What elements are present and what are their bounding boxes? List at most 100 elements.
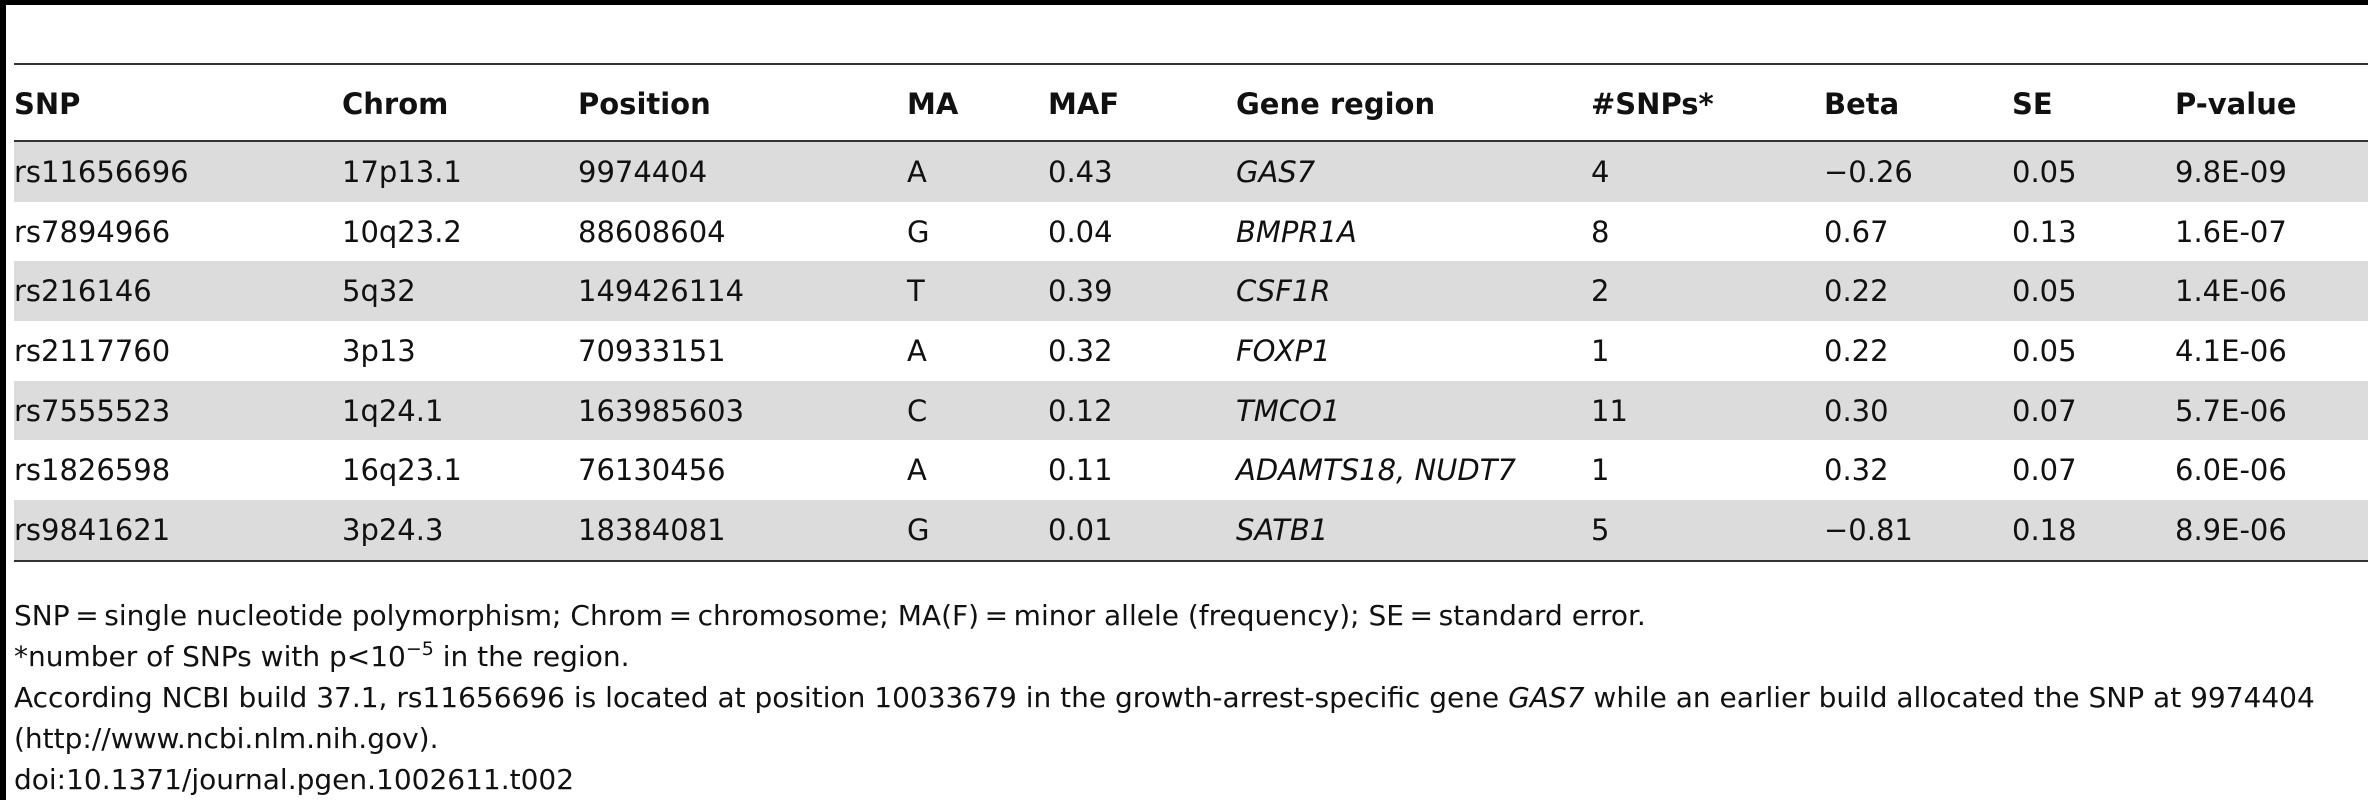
left-border bbox=[0, 0, 6, 800]
cell-beta: 0.22 bbox=[1824, 333, 1889, 368]
cell-maf: 0.04 bbox=[1048, 214, 1113, 249]
footnote-nsnps: *number of SNPs with p<10−5 in the regio… bbox=[14, 636, 2364, 677]
cell-position: 76130456 bbox=[578, 453, 726, 488]
footnote-ncbi: According NCBI build 37.1, rs11656696 is… bbox=[14, 677, 2364, 759]
cell-position: 149426114 bbox=[578, 261, 907, 322]
table-row: rs2117760 3p13 70933151 A 0.32 FOXP1 1 0… bbox=[14, 321, 2368, 381]
cell-beta: 0.32 bbox=[1824, 453, 1889, 488]
cell-maf: 0.12 bbox=[1048, 380, 1236, 441]
cell-se: 0.07 bbox=[2012, 380, 2175, 441]
col-header-maf: MAF bbox=[1048, 68, 1236, 142]
cell-nsnps: 8 bbox=[1591, 214, 1610, 249]
table-row: rs9841621 3p24.3 18384081 G 0.01 SATB1 5… bbox=[14, 500, 2368, 562]
cell-position: 70933151 bbox=[578, 333, 726, 368]
cell-nsnps: 5 bbox=[1591, 500, 1824, 562]
cell-chrom: 5q32 bbox=[342, 261, 578, 322]
table-row: rs216146 5q32 149426114 T 0.39 CSF1R 2 0… bbox=[14, 261, 2368, 322]
top-rule bbox=[0, 0, 2368, 5]
cell-snp: rs11656696 bbox=[14, 141, 342, 202]
col-header-nsnps: #SNPs* bbox=[1591, 68, 1824, 142]
cell-position: 9974404 bbox=[578, 141, 907, 202]
col-header-snp: SNP bbox=[14, 68, 342, 142]
cell-gene-region: GAS7 bbox=[1236, 141, 1591, 202]
table-row: rs7555523 1q24.1 163985603 C 0.12 TMCO1 … bbox=[14, 380, 2368, 441]
cell-se: 0.05 bbox=[2012, 261, 2175, 322]
cell-gene-region: TMCO1 bbox=[1236, 380, 1591, 441]
cell-p-value: 1.4E-06 bbox=[2175, 261, 2368, 322]
col-header-p-value: P-value bbox=[2175, 68, 2368, 142]
cell-position: 18384081 bbox=[578, 500, 907, 562]
cell-se: 0.07 bbox=[2012, 453, 2077, 488]
doi-link[interactable]: doi:10.1371/journal.pgen.1002611.t002 bbox=[14, 763, 575, 796]
cell-gene-region: ADAMTS18, NUDT7 bbox=[1236, 453, 1516, 488]
footnote-abbreviations: SNP = single nucleotide polymorphism; Ch… bbox=[14, 599, 1646, 632]
cell-chrom: 1q24.1 bbox=[342, 380, 578, 441]
col-header-beta: Beta bbox=[1824, 68, 2012, 142]
cell-snp: rs2117760 bbox=[14, 333, 171, 368]
cell-snp: rs1826598 bbox=[14, 453, 171, 488]
cell-se: 0.13 bbox=[2012, 214, 2077, 249]
footnote-ncbi-gene: GAS7 bbox=[1508, 681, 1585, 714]
cell-position: 88608604 bbox=[578, 214, 726, 249]
cell-position: 163985603 bbox=[578, 380, 907, 441]
cell-chrom: 3p13 bbox=[342, 333, 416, 368]
cell-ma: A bbox=[907, 453, 927, 488]
cell-ma: C bbox=[907, 380, 1048, 441]
cell-gene-region: CSF1R bbox=[1236, 261, 1591, 322]
footnote-ncbi-text: According NCBI build 37.1, rs11656696 is… bbox=[14, 681, 1509, 714]
cell-se: 0.05 bbox=[2012, 141, 2175, 202]
cell-se: 0.18 bbox=[2012, 500, 2175, 562]
cell-beta: 0.30 bbox=[1824, 380, 2012, 441]
footnote-ncbi-tail: while an earlier build allocated the SNP… bbox=[14, 681, 2315, 755]
cell-maf: 0.01 bbox=[1048, 500, 1236, 562]
cell-maf: 0.11 bbox=[1048, 453, 1113, 488]
cell-snp: rs216146 bbox=[14, 261, 342, 322]
cell-chrom: 16q23.1 bbox=[342, 453, 462, 488]
cell-nsnps: 1 bbox=[1591, 333, 1610, 368]
footnote-nsnps-text: *number of SNPs with p<10 bbox=[14, 640, 406, 673]
cell-p-value: 4.1E-06 bbox=[2175, 333, 2287, 368]
cell-p-value: 5.7E-06 bbox=[2175, 380, 2368, 441]
cell-ma: G bbox=[907, 500, 1048, 562]
cell-nsnps: 2 bbox=[1591, 261, 1824, 322]
cell-p-value: 6.0E-06 bbox=[2175, 453, 2287, 488]
snp-association-table: SNP Chrom Position MA MAF Gene region #S… bbox=[14, 68, 2368, 562]
cell-beta: 0.67 bbox=[1824, 214, 1889, 249]
cell-maf: 0.32 bbox=[1048, 333, 1113, 368]
cell-beta: 0.22 bbox=[1824, 261, 2012, 322]
cell-snp: rs9841621 bbox=[14, 500, 342, 562]
table-row: rs1826598 16q23.1 76130456 A 0.11 ADAMTS… bbox=[14, 440, 2368, 500]
table-footnotes: SNP = single nucleotide polymorphism; Ch… bbox=[14, 595, 2364, 800]
footnote-nsnps-tail: in the region. bbox=[433, 640, 630, 673]
col-header-se: SE bbox=[2012, 68, 2175, 142]
cell-p-value: 9.8E-09 bbox=[2175, 141, 2368, 202]
cell-gene-region: BMPR1A bbox=[1236, 214, 1357, 249]
col-header-ma: MA bbox=[907, 68, 1048, 142]
cell-chrom: 10q23.2 bbox=[342, 214, 462, 249]
footnote-nsnps-exponent: −5 bbox=[405, 638, 434, 660]
cell-se: 0.05 bbox=[2012, 333, 2077, 368]
cell-chrom: 3p24.3 bbox=[342, 500, 578, 562]
col-header-position: Position bbox=[578, 68, 907, 142]
table-row: rs11656696 17p13.1 9974404 A 0.43 GAS7 4… bbox=[14, 141, 2368, 202]
col-header-chrom: Chrom bbox=[342, 68, 578, 142]
cell-ma: T bbox=[907, 261, 1048, 322]
cell-gene-region: FOXP1 bbox=[1236, 333, 1331, 368]
cell-gene-region: SATB1 bbox=[1236, 500, 1591, 562]
cell-snp: rs7894966 bbox=[14, 214, 171, 249]
cell-nsnps: 4 bbox=[1591, 141, 1824, 202]
cell-maf: 0.43 bbox=[1048, 141, 1236, 202]
cell-chrom: 17p13.1 bbox=[342, 141, 578, 202]
table-row: rs7894966 10q23.2 88608604 G 0.04 BMPR1A… bbox=[14, 202, 2368, 262]
cell-snp: rs7555523 bbox=[14, 380, 342, 441]
col-header-gene-region: Gene region bbox=[1236, 68, 1591, 142]
cell-ma: A bbox=[907, 333, 927, 368]
table-top-rule bbox=[14, 63, 2368, 65]
cell-p-value: 8.9E-06 bbox=[2175, 500, 2368, 562]
cell-nsnps: 1 bbox=[1591, 453, 1610, 488]
cell-ma: G bbox=[907, 214, 930, 249]
cell-nsnps: 11 bbox=[1591, 380, 1824, 441]
cell-p-value: 1.6E-07 bbox=[2175, 214, 2287, 249]
cell-beta: −0.26 bbox=[1824, 141, 2012, 202]
table-header-row: SNP Chrom Position MA MAF Gene region #S… bbox=[14, 68, 2368, 142]
